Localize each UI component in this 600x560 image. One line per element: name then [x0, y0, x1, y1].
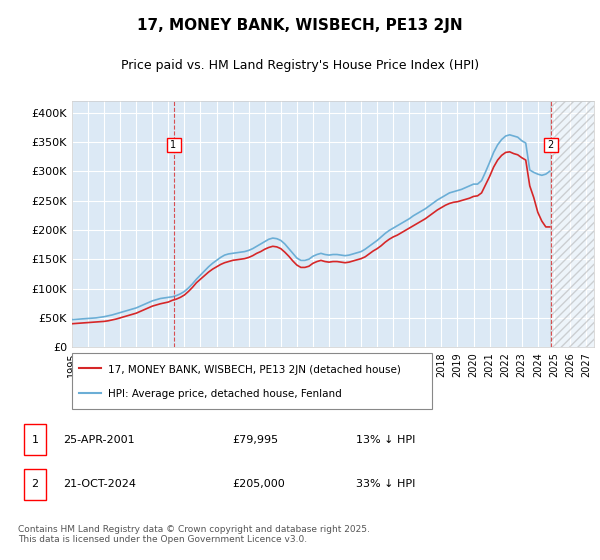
Text: 21-OCT-2024: 21-OCT-2024: [63, 479, 136, 489]
Text: 1: 1: [170, 140, 176, 150]
Text: 13% ↓ HPI: 13% ↓ HPI: [356, 435, 416, 445]
Text: £205,000: £205,000: [232, 479, 285, 489]
FancyBboxPatch shape: [23, 424, 46, 455]
FancyBboxPatch shape: [23, 469, 46, 500]
FancyBboxPatch shape: [72, 353, 432, 409]
Text: Contains HM Land Registry data © Crown copyright and database right 2025.
This d: Contains HM Land Registry data © Crown c…: [18, 525, 370, 544]
Text: HPI: Average price, detached house, Fenland: HPI: Average price, detached house, Fenl…: [108, 389, 342, 399]
Text: 2: 2: [548, 140, 554, 150]
Text: 25-APR-2001: 25-APR-2001: [63, 435, 135, 445]
Text: 1: 1: [31, 435, 38, 445]
Text: Price paid vs. HM Land Registry's House Price Index (HPI): Price paid vs. HM Land Registry's House …: [121, 59, 479, 72]
Text: 17, MONEY BANK, WISBECH, PE13 2JN (detached house): 17, MONEY BANK, WISBECH, PE13 2JN (detac…: [108, 365, 401, 375]
Text: £79,995: £79,995: [232, 435, 278, 445]
Text: 33% ↓ HPI: 33% ↓ HPI: [356, 479, 416, 489]
Text: 17, MONEY BANK, WISBECH, PE13 2JN: 17, MONEY BANK, WISBECH, PE13 2JN: [137, 18, 463, 32]
Text: 2: 2: [31, 479, 38, 489]
